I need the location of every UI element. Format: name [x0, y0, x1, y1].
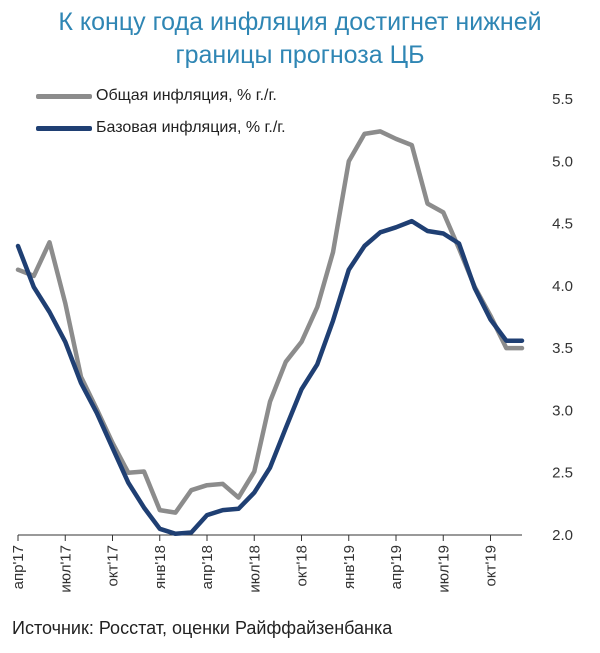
- title-line-1: К концу года инфляция достигнет нижней: [58, 8, 542, 36]
- x-tick-label: янв'18: [152, 545, 169, 589]
- headline-inflation-line: [15, 129, 525, 515]
- y-tick-label: 5.0: [552, 153, 573, 170]
- series-layer: [15, 129, 525, 537]
- x-tick-label: янв'19: [341, 545, 358, 589]
- legend-label-core: Базовая инфляция, % г./г.: [96, 119, 286, 136]
- y-tick-label: 4.0: [552, 278, 573, 295]
- x-tick-label: июл'17: [57, 545, 74, 593]
- source-note: Источник: Росстат, оценки Райффайзенбанк…: [12, 618, 393, 638]
- y-tick-label: 4.5: [552, 216, 573, 233]
- y-tick-label: 5.5: [552, 91, 573, 108]
- x-tick-label: апр'19: [388, 545, 405, 589]
- x-tick-label: апр'18: [199, 545, 216, 589]
- legend-item-core: Базовая инфляция, % г./г.: [36, 112, 286, 144]
- core-inflation-line: [15, 218, 525, 537]
- y-tick-label: 3.0: [552, 402, 573, 419]
- legend: Общая инфляция, % г./г. Базовая инфляция…: [36, 80, 286, 144]
- chart-title: К концу года инфляция достигнет нижней г…: [0, 6, 600, 72]
- x-tick-label: окт'17: [105, 545, 122, 587]
- x-tick-label: окт'19: [483, 545, 500, 587]
- legend-item-headline: Общая инфляция, % г./г.: [36, 80, 286, 112]
- x-tick-label: апр'17: [10, 545, 27, 589]
- legend-swatch-headline: [36, 93, 92, 99]
- legend-label-headline: Общая инфляция, % г./г.: [96, 87, 277, 104]
- axes-layer: апр'17 июл'17 окт'17 янв'18 апр'18 июл'18 окт'…: [10, 91, 573, 593]
- x-tick-label: июл'18: [246, 545, 263, 593]
- y-tick-label: 2.5: [552, 465, 573, 482]
- x-tick-label: июл'19: [435, 545, 452, 593]
- legend-swatch-core: [36, 125, 92, 131]
- x-tick-label: окт'18: [294, 545, 311, 587]
- y-tick-label: 2.0: [552, 527, 573, 544]
- title-line-2: границы прогноза ЦБ: [175, 41, 425, 69]
- y-tick-label: 3.5: [552, 340, 573, 357]
